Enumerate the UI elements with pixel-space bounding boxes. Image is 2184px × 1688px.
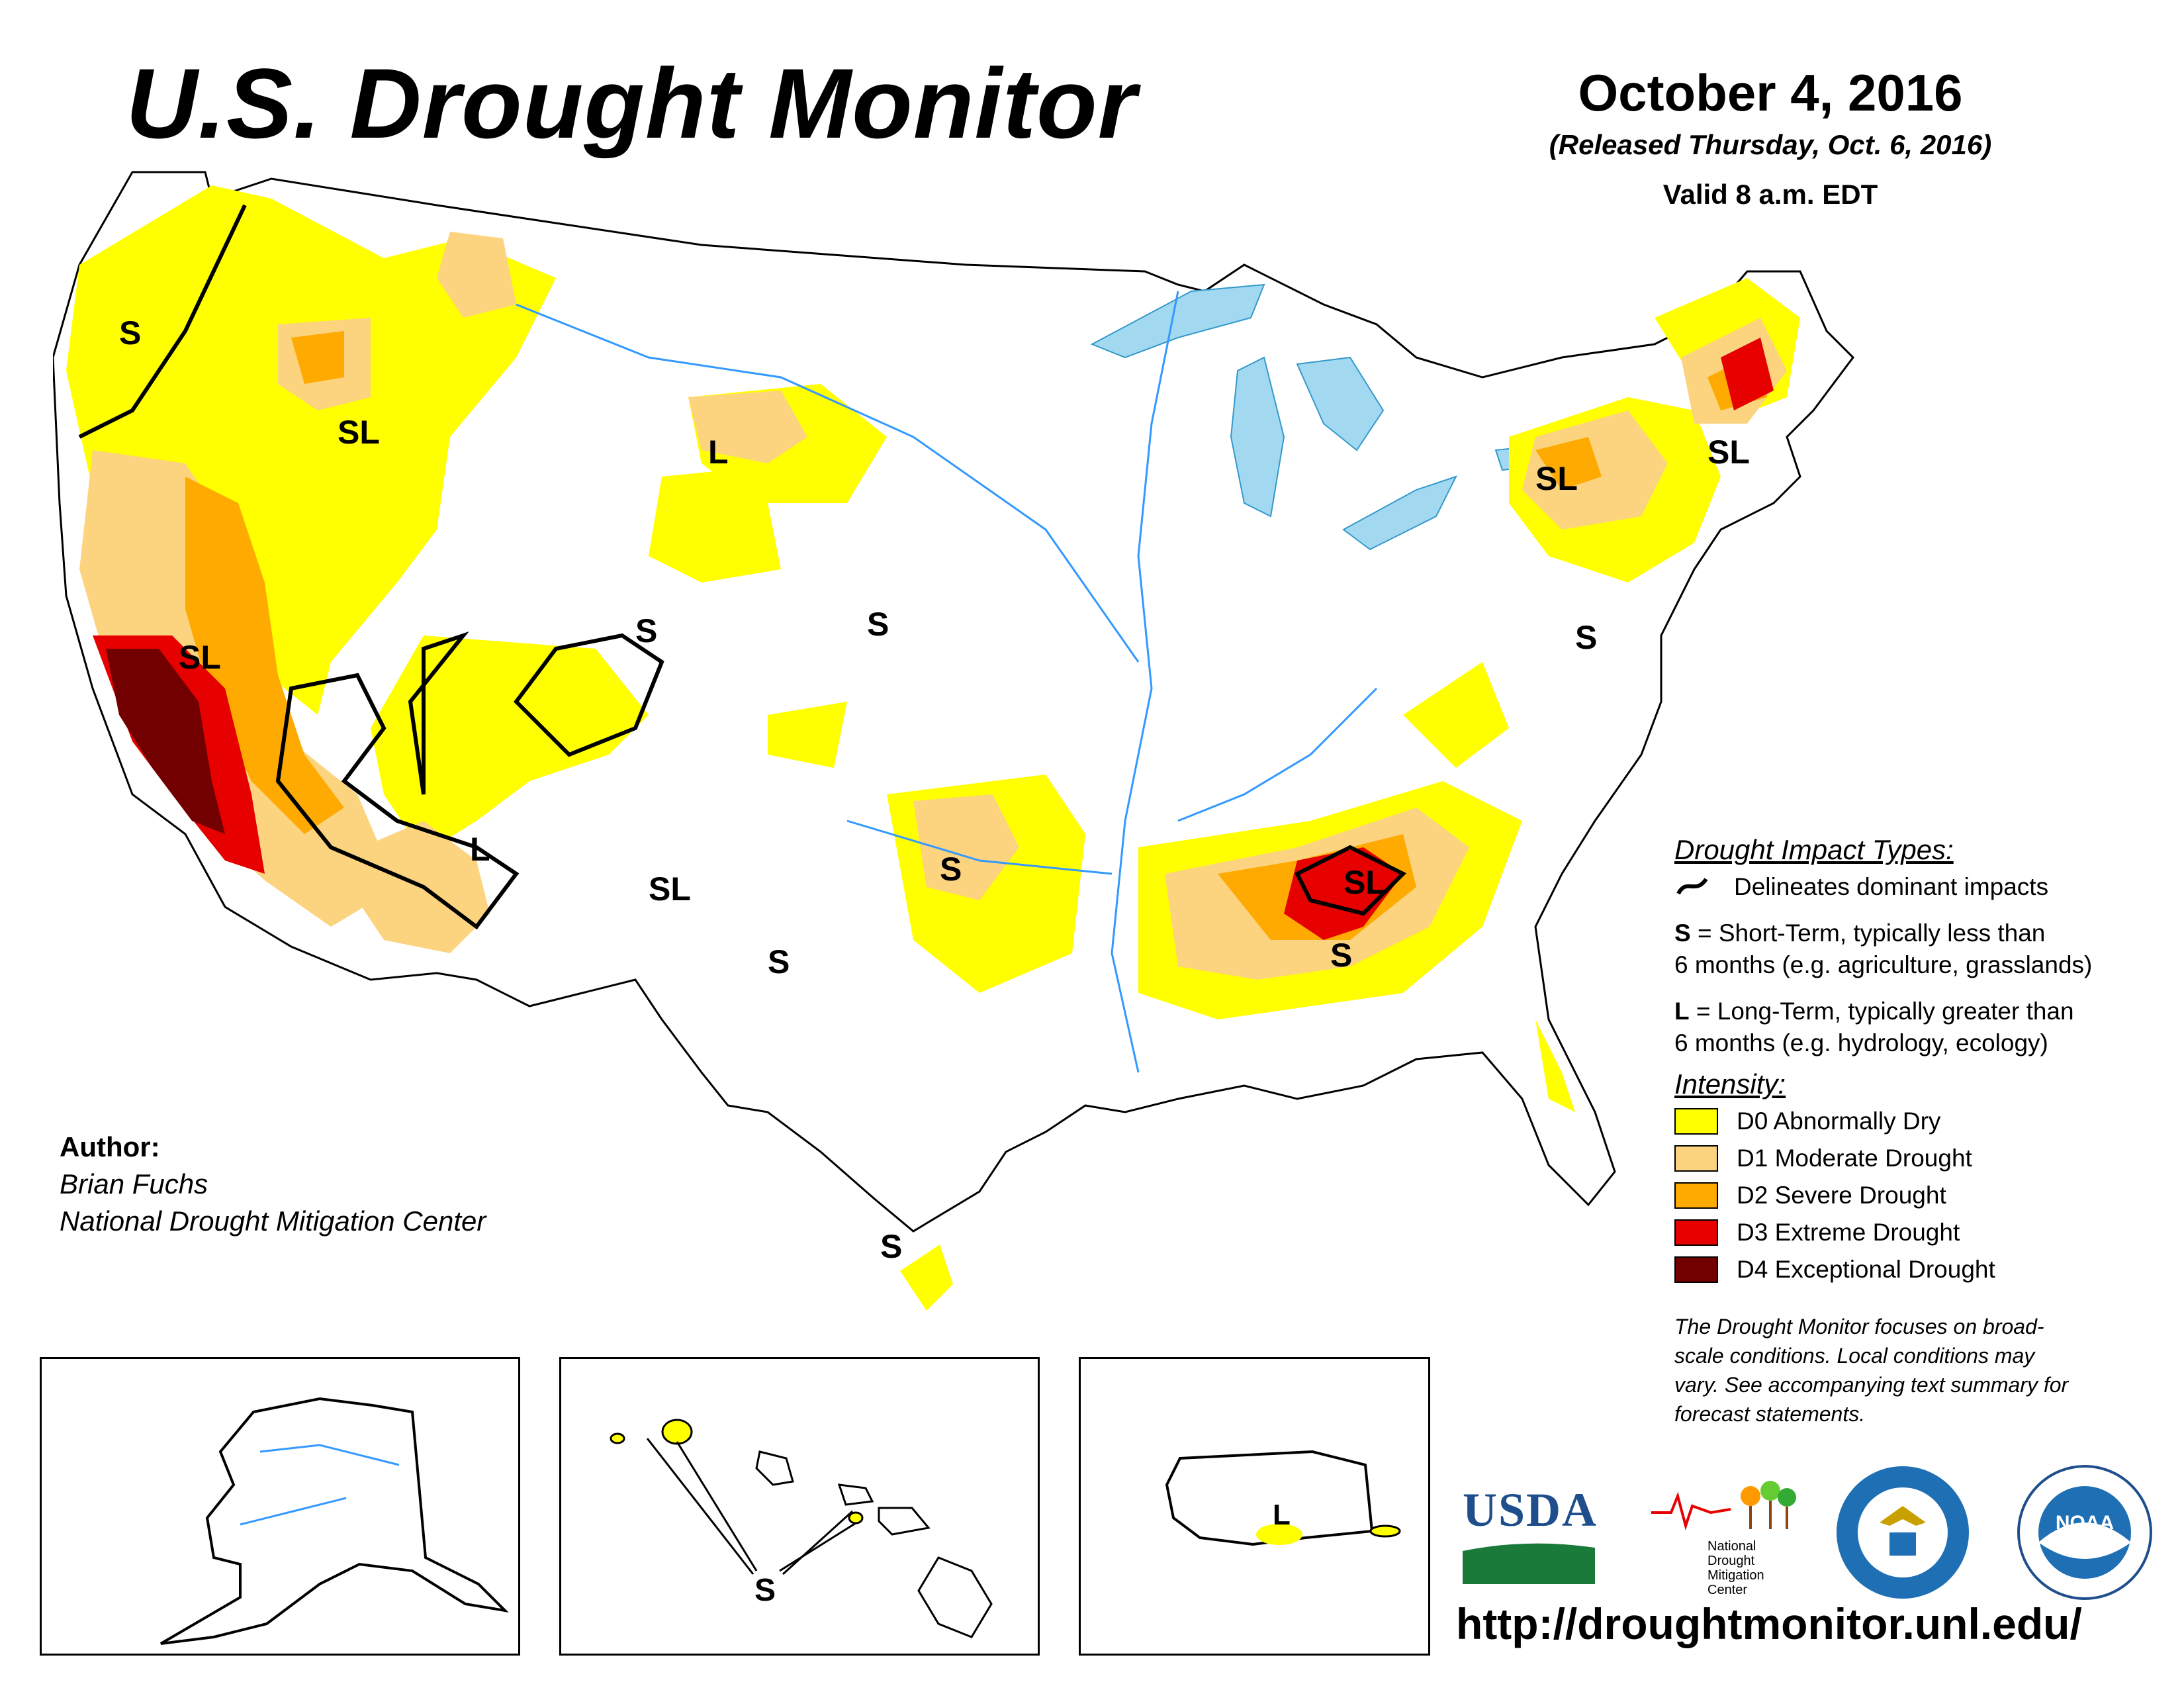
short-term-def: S = Short-Term, typically less than 6 mo… (1674, 917, 2151, 981)
label-tn: SL (1343, 864, 1386, 901)
label-ma: SL (1707, 434, 1750, 471)
website-url[interactable]: http://droughtmonitor.unl.edu/ (1456, 1599, 2082, 1648)
note-line: vary. See accompanying text summary for (1674, 1373, 2069, 1397)
impact-lines (78, 204, 1407, 930)
commerce-seal (1833, 1463, 1972, 1605)
disclaimer-note: The Drought Monitor focuses on broad- sc… (1674, 1312, 2151, 1429)
d2-label: D2 Severe Drought (1737, 1182, 1946, 1209)
noaa-seal-icon: NOAA (2017, 1465, 2152, 1600)
long-term-def: L = Long-Term, typically greater than 6 … (1674, 996, 2151, 1059)
label-id: SL (338, 414, 380, 451)
usda-logo: USDA (1463, 1483, 1598, 1584)
note-line: scale conditions. Local conditions may (1674, 1344, 2035, 1368)
label-az: L (470, 831, 490, 868)
d2-swatch (1674, 1182, 1718, 1209)
label-puerto-rico: L (1273, 1499, 1291, 1531)
ndmc-logo-mark (1651, 1481, 1796, 1530)
intensity-heading: Intensity: (1674, 1068, 1786, 1100)
d4-label: D4 Exceptional Drought (1737, 1256, 1995, 1283)
ndmc-line: Drought (1707, 1554, 1755, 1568)
ndmc-line: Mitigation (1707, 1568, 1764, 1583)
l-text-2: 6 months (e.g. hydrology, ecology) (1674, 1029, 2048, 1056)
author-name: Brian Fuchs (60, 1168, 208, 1199)
label-ny: SL (1535, 460, 1578, 497)
label-wa: S (119, 314, 141, 352)
d1-label: D1 Moderate Drought (1737, 1145, 1972, 1172)
d4-swatch (1674, 1256, 1718, 1283)
author-label: Author: (60, 1131, 160, 1162)
ndmc-logo: National Drought Mitigation Center (1651, 1476, 1803, 1597)
label-hawaii: S (754, 1573, 776, 1608)
alaska-inset (40, 1357, 520, 1656)
puerto-rico-inset: L (1079, 1357, 1430, 1656)
impact-types-heading: Drought Impact Types: (1674, 834, 1954, 865)
alaska-map (159, 1397, 509, 1645)
legend-d3: D3 Extreme Drought (1674, 1217, 2151, 1248)
map-title: U.S. Drought Monitor (126, 48, 1138, 159)
author-block: Author: Brian Fuchs National Drought Mit… (60, 1129, 486, 1240)
valid-time: Valid 8 a.m. EDT (1662, 179, 1878, 210)
lake-michigan (1230, 356, 1285, 518)
puerto-rico-map: L (1165, 1450, 1401, 1546)
s-text-2: 6 months (e.g. agriculture, grasslands) (1674, 951, 2093, 978)
s-text: = Short-Term, typically less than (1690, 919, 2046, 947)
commerce-seal-icon (1837, 1466, 1969, 1599)
ndmc-logo-text: National Drought Mitigation Center (1651, 1539, 1803, 1597)
author-org: National Drought Mitigation Center (60, 1205, 486, 1237)
d0-swatch (1674, 1108, 1718, 1135)
ndmc-line: National (1707, 1539, 1756, 1554)
label-nm: SL (649, 870, 691, 908)
d1-swatch (1674, 1145, 1718, 1172)
label-va: S (1575, 619, 1597, 656)
delineates-text: Delineates dominant impacts (1734, 873, 2049, 900)
note-line: forecast statements. (1674, 1402, 1866, 1426)
ndmc-line: Center (1707, 1583, 1748, 1597)
conus-drought-map: S SL L SL S S L SL S S S SL S SL SL S (53, 171, 1854, 1311)
s-key: S (1674, 919, 1691, 947)
label-tx: S (768, 943, 790, 980)
lake-huron (1296, 356, 1385, 451)
legend-d4: D4 Exceptional Drought (1674, 1254, 2151, 1286)
usda-logo-mark (1463, 1543, 1595, 1584)
legend: Drought Impact Types: Delineates dominan… (1674, 834, 2151, 1429)
d3-swatch (1674, 1219, 1718, 1246)
l-text: = Long-Term, typically greater than (1689, 998, 2074, 1025)
label-ok: S (940, 851, 962, 888)
label-ca: SL (179, 639, 221, 676)
release-date: (Released Thursday, Oct. 6, 2016) (1549, 129, 1992, 160)
rivers (516, 291, 1378, 1073)
legend-d0: D0 Abnormally Dry (1674, 1105, 2151, 1137)
lake-superior (1090, 283, 1265, 359)
hawaii-map: S (610, 1419, 993, 1638)
label-ne: S (867, 606, 889, 643)
label-co: S (635, 612, 657, 649)
legend-d1: D1 Moderate Drought (1674, 1143, 2151, 1174)
note-line: The Drought Monitor focuses on broad- (1674, 1315, 2044, 1338)
noaa-seal: NOAA (2015, 1463, 2154, 1605)
l-key: L (1674, 998, 1690, 1025)
usda-logo-text: USDA (1463, 1483, 1598, 1536)
label-ga: S (1330, 937, 1352, 974)
d3-label: D3 Extreme Drought (1737, 1219, 1960, 1246)
map-date: October 4, 2016 (1578, 64, 1963, 122)
label-mt: L (708, 434, 729, 471)
hawaii-inset: S (559, 1357, 1040, 1656)
label-tx-coast: S (880, 1228, 902, 1265)
d4-regions (106, 649, 225, 834)
legend-d2: D2 Severe Drought (1674, 1180, 2151, 1211)
noaa-seal-text: NOAA (2056, 1512, 2114, 1534)
delineate-line-icon (1676, 878, 1708, 895)
delineates-row: Delineates dominant impacts (1674, 871, 2151, 903)
lake-erie (1342, 475, 1457, 551)
d0-label: D0 Abnormally Dry (1737, 1107, 1941, 1135)
